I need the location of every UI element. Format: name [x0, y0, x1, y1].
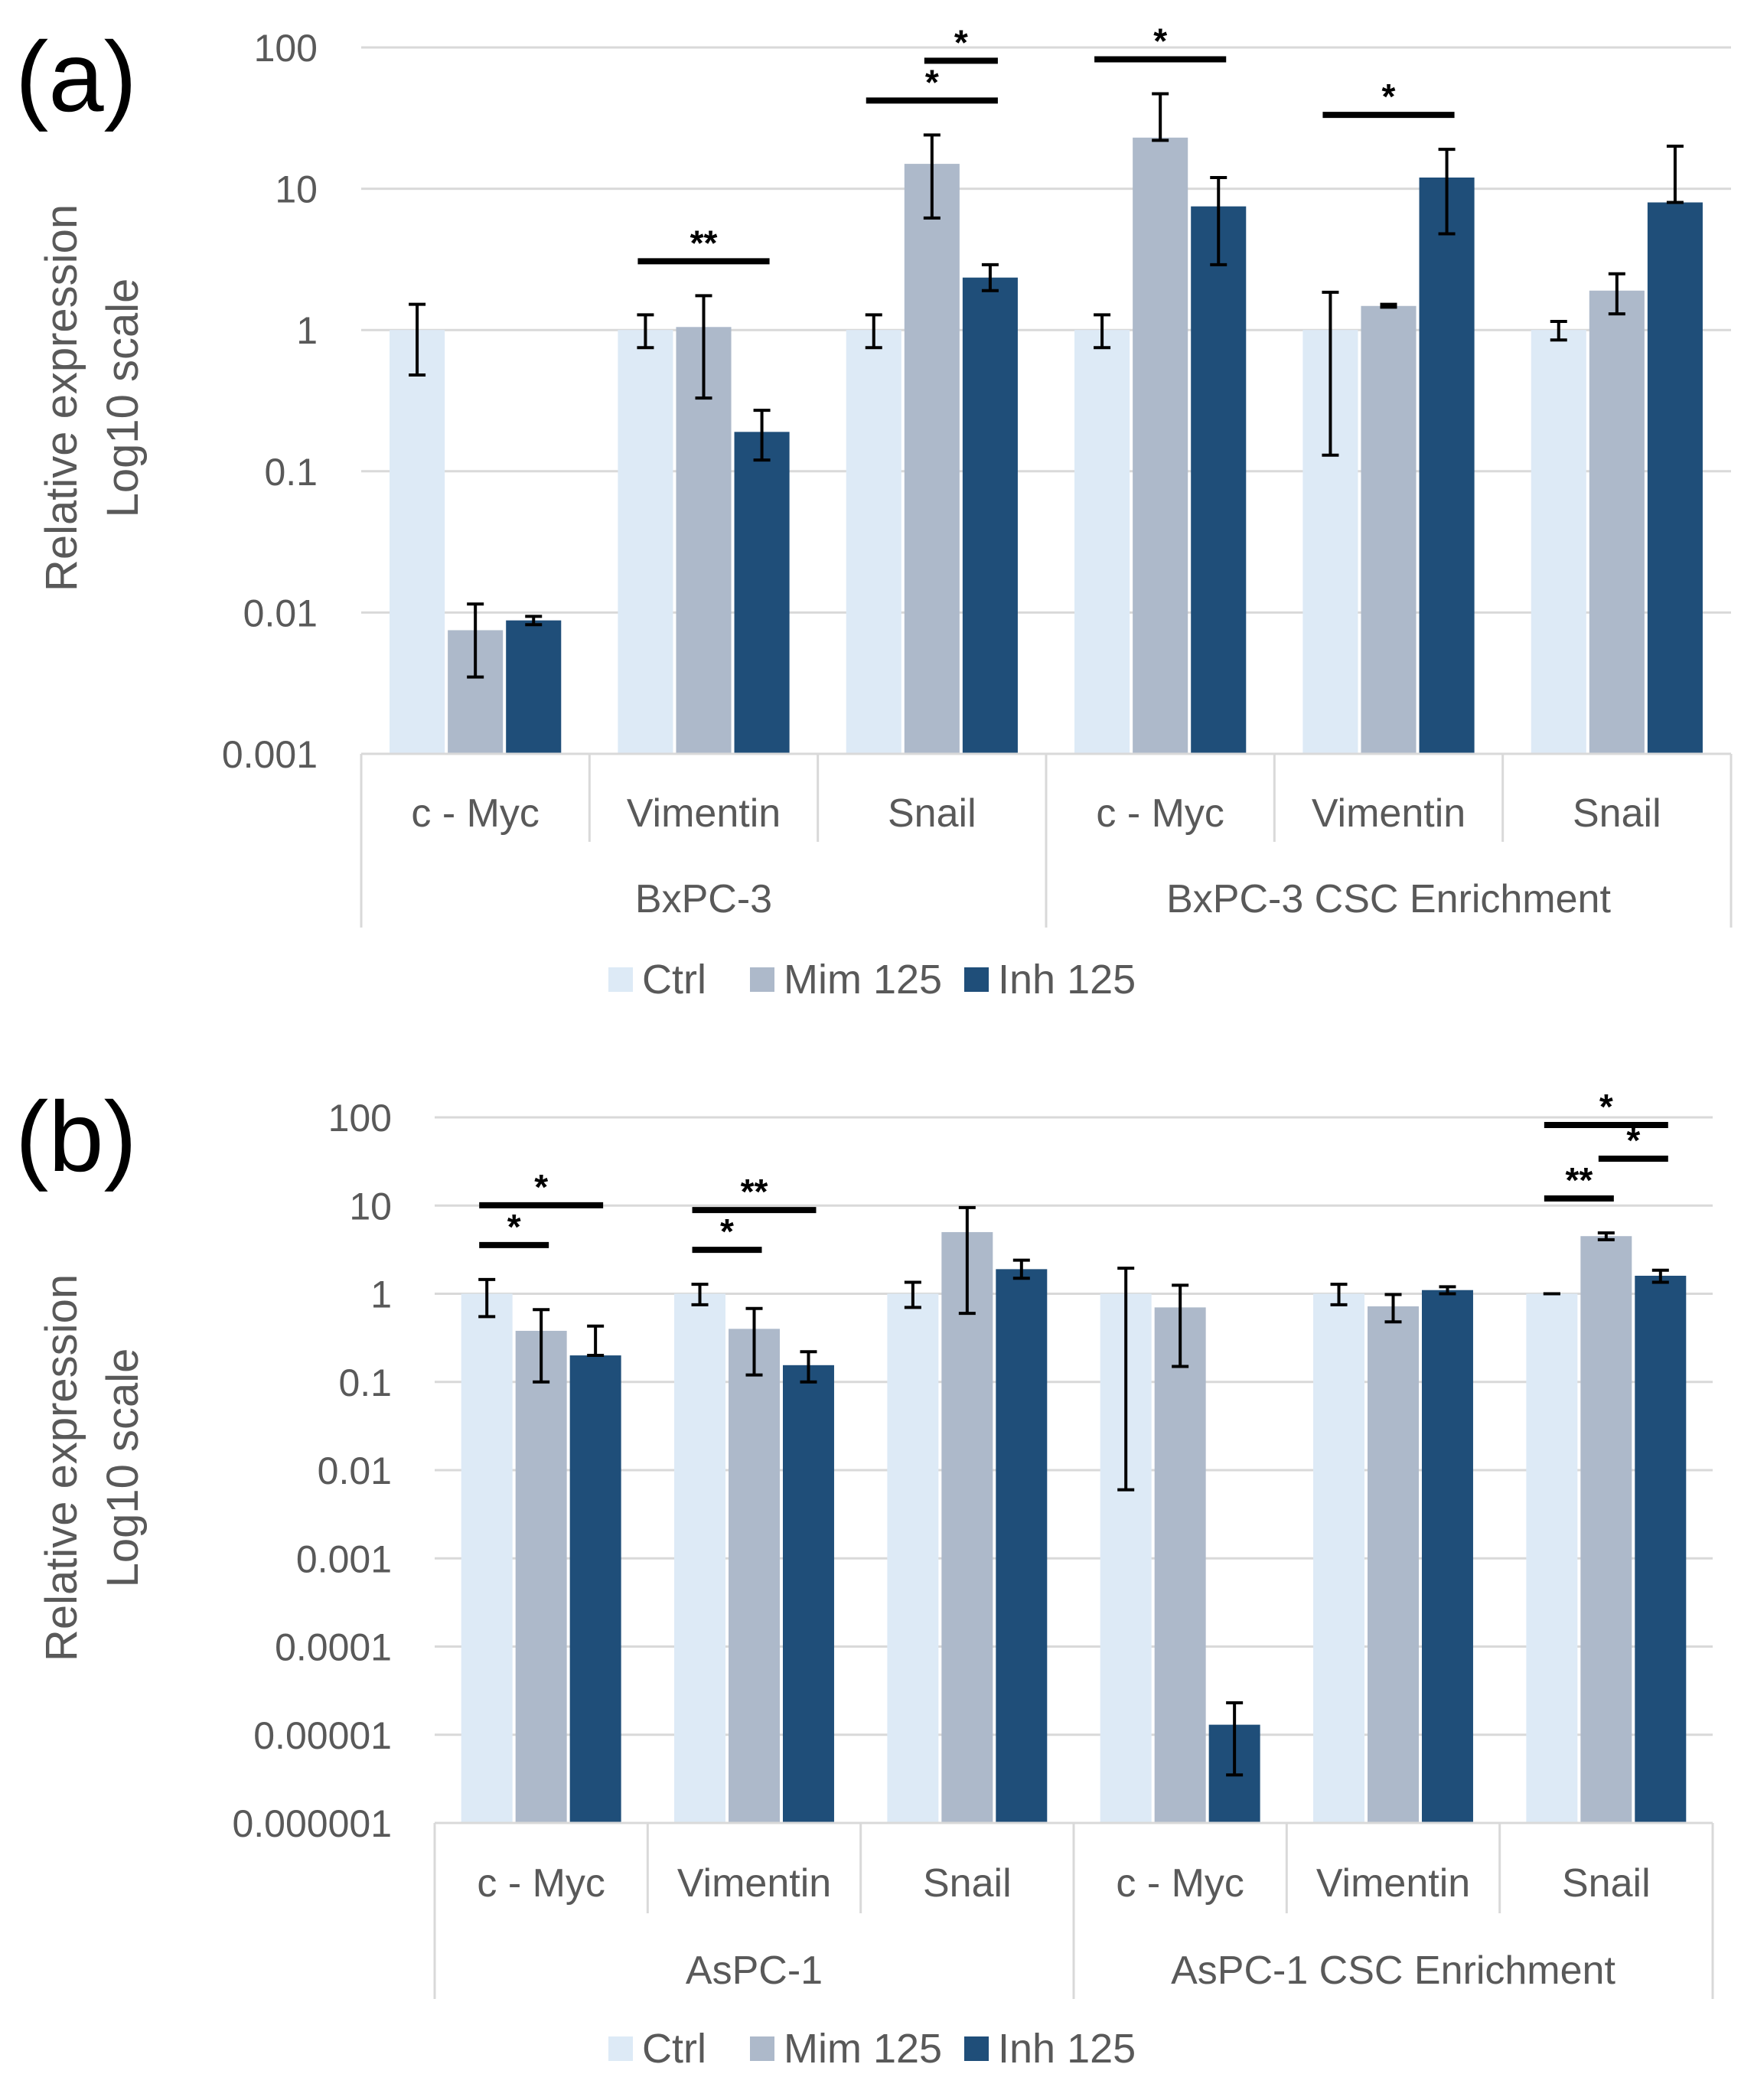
legend-label: Ctrl [642, 957, 706, 1003]
category-label: c - Myc [1096, 791, 1224, 836]
y-tick-label: 0.01 [318, 1449, 392, 1492]
bar-mim-125 [1580, 1236, 1632, 1823]
legend-label: Inh 125 [998, 957, 1136, 1003]
y-tick-label: 0.000001 [232, 1802, 392, 1845]
bar-ctrl [461, 1293, 513, 1823]
y-tick-label: 0.001 [296, 1538, 392, 1580]
y-axis-title: Log10 scale [98, 279, 148, 518]
bar-inh-125 [506, 620, 562, 754]
significance-label: * [925, 62, 939, 102]
bar-inh-125 [1635, 1275, 1687, 1823]
bar-ctrl [846, 330, 901, 754]
panel-letter: (a) [15, 21, 137, 132]
y-axis-title: Relative expression [37, 204, 86, 592]
bar-ctrl [1526, 1293, 1578, 1823]
legend-label: Inh 125 [998, 2026, 1136, 2072]
y-tick-label: 0.00001 [253, 1714, 392, 1757]
category-label: c - Myc [1116, 1861, 1244, 1906]
legend-swatch [964, 2036, 989, 2061]
category-label: Vimentin [627, 791, 781, 836]
significance-label: * [1382, 77, 1396, 116]
legend-swatch [750, 967, 774, 992]
bar-inh-125 [1419, 177, 1475, 754]
category-label: Snail [1562, 1861, 1651, 1906]
significance-label: * [1626, 1120, 1640, 1160]
bar-inh-125 [782, 1365, 834, 1823]
category-label: Vimentin [1316, 1861, 1470, 1906]
bar-inh-125 [962, 277, 1018, 754]
y-tick-label: 10 [275, 168, 318, 211]
significance-label: ** [1565, 1160, 1593, 1200]
group-label: AsPC-1 CSC Enrichment [1171, 1948, 1615, 1993]
category-label: Snail [1573, 791, 1661, 836]
significance-label: * [1599, 1087, 1613, 1127]
bar-inh-125 [1421, 1290, 1473, 1823]
category-label: Vimentin [1312, 791, 1465, 836]
significance-label: * [720, 1211, 734, 1251]
significance-label: * [507, 1207, 521, 1247]
bar-ctrl [1313, 1293, 1365, 1823]
bar-inh-125 [569, 1355, 621, 1823]
y-tick-label: 100 [328, 1097, 392, 1140]
significance-label: * [1153, 21, 1167, 61]
y-tick-label: 100 [254, 27, 318, 70]
bar-mim-125 [1368, 1306, 1419, 1823]
group-label: AsPC-1 [686, 1948, 823, 1993]
bar-mim-125 [1589, 290, 1645, 755]
bar-mim-125 [1154, 1307, 1206, 1823]
bar-ctrl [390, 330, 445, 754]
legend-swatch [608, 2036, 633, 2061]
y-axis-title: Log10 scale [98, 1348, 148, 1588]
category-label: Vimentin [677, 1861, 831, 1906]
group-label: BxPC-3 [635, 877, 772, 921]
bar-mim-125 [941, 1231, 993, 1823]
legend-swatch [608, 967, 633, 992]
legend-label: Ctrl [642, 2026, 706, 2072]
category-label: Snail [923, 1861, 1012, 1906]
bar-ctrl [887, 1293, 939, 1823]
bar-inh-125 [734, 432, 790, 754]
y-tick-label: 1 [296, 309, 318, 352]
category-label: c - Myc [477, 1861, 605, 1906]
bar-mim-125 [1361, 305, 1417, 755]
category-label: Snail [888, 791, 976, 836]
chart-panel-a: (a) 100 10 1 0.1 0.01 0.001 Relative expression… [15, 21, 1733, 1003]
bar-mim-125 [904, 164, 960, 754]
y-tick-label: 0.01 [243, 592, 318, 634]
significance-label: * [534, 1167, 548, 1207]
bar-ctrl [618, 330, 673, 754]
legend-swatch [750, 2036, 774, 2061]
bar-mim-125 [1133, 137, 1188, 754]
y-tick-label: 10 [349, 1185, 392, 1228]
category-label: c - Myc [411, 791, 540, 836]
bar-ctrl [674, 1293, 726, 1823]
legend-swatch [964, 967, 989, 992]
bar-ctrl [1074, 330, 1130, 754]
y-tick-label: 0.0001 [275, 1626, 392, 1669]
y-tick-label: 0.001 [222, 733, 318, 776]
group-label: BxPC-3 CSC Enrichment [1166, 877, 1611, 921]
bar-inh-125 [1191, 206, 1247, 754]
legend-label: Mim 125 [784, 957, 942, 1003]
bar-inh-125 [996, 1269, 1048, 1823]
bar-inh-125 [1647, 202, 1703, 754]
significance-label: ** [741, 1172, 768, 1211]
bar-ctrl [1531, 330, 1586, 754]
chart-panel-b: (b) 100 10 1 0.1 0.01 0.001 0.0001 0.00001 0.0000… [15, 1081, 1714, 2072]
bar-mim-125 [729, 1329, 780, 1823]
legend-label: Mim 125 [784, 2026, 942, 2072]
y-tick-label: 0.1 [338, 1361, 392, 1404]
bar-mim-125 [515, 1330, 567, 1823]
panel-letter: (b) [15, 1081, 137, 1192]
significance-label: * [954, 22, 968, 62]
significance-label: ** [690, 223, 718, 262]
y-tick-label: 0.1 [264, 451, 318, 494]
y-tick-label: 1 [370, 1273, 392, 1316]
y-axis-title: Relative expression [37, 1274, 86, 1661]
